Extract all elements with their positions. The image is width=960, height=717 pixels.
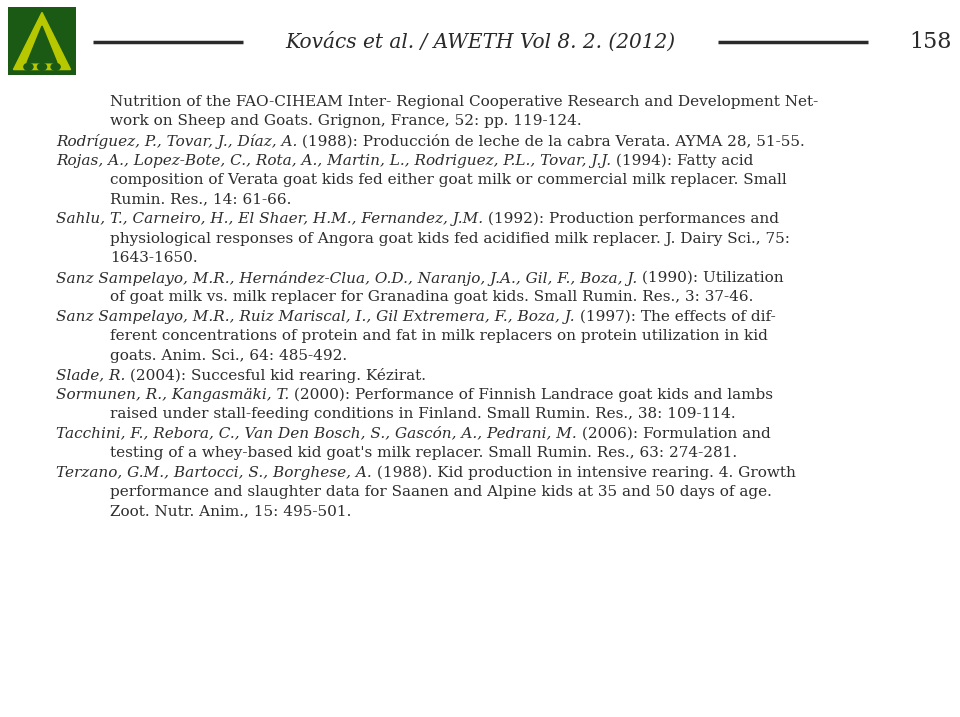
Text: (2006): Formulation and: (2006): Formulation and <box>577 427 771 440</box>
Text: Rodríguez, P., Tovar, J., Díaz, A.: Rodríguez, P., Tovar, J., Díaz, A. <box>56 134 298 149</box>
Text: Rojas, A., Lopez-Bote, C., Rota, A., Martin, L., Rodriguez, P.L., Tovar, J.J.: Rojas, A., Lopez-Bote, C., Rota, A., Mar… <box>56 153 612 168</box>
Text: Nutrition of the FAO-CIHEAM Inter- Regional Cooperative Research and Development: Nutrition of the FAO-CIHEAM Inter- Regio… <box>110 95 818 109</box>
Text: Tacchini, F., Rebora, C., Van Den Bosch, S., Gascón, A., Pedrani, M.: Tacchini, F., Rebora, C., Van Den Bosch,… <box>56 427 577 440</box>
Text: (2000): Performance of Finnish Landrace goat kids and lambs: (2000): Performance of Finnish Landrace … <box>289 387 773 402</box>
Text: (1990): Utilization: (1990): Utilization <box>637 270 784 285</box>
Text: Slade, R.: Slade, R. <box>56 368 126 382</box>
Text: composition of Verata goat kids fed either goat milk or commercial milk replacer: composition of Verata goat kids fed eith… <box>110 173 787 187</box>
Text: work on Sheep and Goats. Grignon, France, 52: pp. 119-124.: work on Sheep and Goats. Grignon, France… <box>110 115 582 128</box>
Text: Rumin. Res., 14: 61-66.: Rumin. Res., 14: 61-66. <box>110 192 292 206</box>
Bar <box>8 7 76 75</box>
Polygon shape <box>27 26 57 63</box>
Text: 158: 158 <box>909 31 952 53</box>
Text: Kovács et al. / AWETH Vol 8. 2. (2012): Kovács et al. / AWETH Vol 8. 2. (2012) <box>285 32 675 52</box>
Text: Sormunen, R., Kangasmäki, T.: Sormunen, R., Kangasmäki, T. <box>56 387 289 402</box>
Text: (1992): Production performances and: (1992): Production performances and <box>483 212 780 227</box>
Text: Terzano, G.M., Bartocci, S., Borghese, A.: Terzano, G.M., Bartocci, S., Borghese, A… <box>56 465 372 480</box>
Text: goats. Anim. Sci., 64: 485-492.: goats. Anim. Sci., 64: 485-492. <box>110 348 348 363</box>
Text: performance and slaughter data for Saanen and Alpine kids at 35 and 50 days of a: performance and slaughter data for Saane… <box>110 485 772 499</box>
Text: (1988): Producción de leche de la cabra Verata. AYMA 28, 51-55.: (1988): Producción de leche de la cabra … <box>298 134 805 148</box>
Circle shape <box>24 63 33 70</box>
Text: (2004): Succesful kid rearing. Kézirat.: (2004): Succesful kid rearing. Kézirat. <box>126 368 426 383</box>
Text: of goat milk vs. milk replacer for Granadina goat kids. Small Rumin. Res., 3: 37: of goat milk vs. milk replacer for Grana… <box>110 290 754 304</box>
Text: ferent concentrations of protein and fat in milk replacers on protein utilizatio: ferent concentrations of protein and fat… <box>110 329 768 343</box>
Text: raised under stall-feeding conditions in Finland. Small Rumin. Res., 38: 109-114: raised under stall-feeding conditions in… <box>110 407 735 421</box>
Circle shape <box>37 63 46 70</box>
Polygon shape <box>13 12 71 70</box>
Circle shape <box>51 63 60 70</box>
Text: Sanz Sampelayo, M.R., Hernández-Clua, O.D., Naranjo, J.A., Gil, F., Boza, J.: Sanz Sampelayo, M.R., Hernández-Clua, O.… <box>56 270 637 285</box>
Text: Zoot. Nutr. Anim., 15: 495-501.: Zoot. Nutr. Anim., 15: 495-501. <box>110 505 351 518</box>
Text: (1988). Kid production in intensive rearing. 4. Growth: (1988). Kid production in intensive rear… <box>372 465 796 480</box>
Text: (1994): Fatty acid: (1994): Fatty acid <box>612 153 754 168</box>
Text: testing of a whey-based kid goat's milk replacer. Small Rumin. Res., 63: 274-281: testing of a whey-based kid goat's milk … <box>110 446 737 460</box>
Text: Sanz Sampelayo, M.R., Ruiz Mariscal, I., Gil Extremera, F., Boza, J.: Sanz Sampelayo, M.R., Ruiz Mariscal, I.,… <box>56 310 575 323</box>
Text: 1643-1650.: 1643-1650. <box>110 251 198 265</box>
Text: Sahlu, T., Carneiro, H., El Shaer, H.M., Fernandez, J.M.: Sahlu, T., Carneiro, H., El Shaer, H.M.,… <box>56 212 483 226</box>
Text: (1997): The effects of dif-: (1997): The effects of dif- <box>575 310 776 323</box>
Text: physiological responses of Angora goat kids fed acidified milk replacer. J. Dair: physiological responses of Angora goat k… <box>110 232 790 245</box>
